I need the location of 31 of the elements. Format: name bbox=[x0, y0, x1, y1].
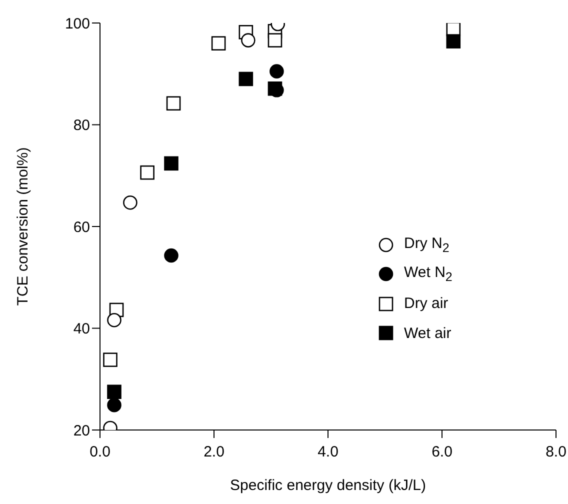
point bbox=[211, 36, 226, 50]
y-tick-label: 20 bbox=[73, 422, 90, 440]
x-tick-label: 8.0 bbox=[546, 444, 566, 461]
legend-label: Wet N$_{2}$ bbox=[404, 264, 452, 284]
point bbox=[166, 96, 181, 111]
x-tick-label: 4.0 bbox=[318, 444, 338, 461]
point bbox=[241, 33, 256, 48]
point bbox=[123, 195, 138, 210]
point bbox=[107, 312, 122, 328]
point bbox=[270, 64, 284, 78]
point bbox=[103, 352, 118, 367]
y-axis-title: TCE conversion (mol%) bbox=[14, 147, 32, 306]
point bbox=[140, 165, 154, 180]
legend-label: Dry air bbox=[404, 295, 448, 312]
point bbox=[446, 34, 461, 48]
y-tick-label: 40 bbox=[73, 320, 90, 338]
point bbox=[238, 72, 254, 86]
point bbox=[164, 156, 178, 171]
x-axis-title: Specific energy density (kJ/L) bbox=[230, 477, 426, 494]
y-tick-label: 100 bbox=[64, 15, 90, 32]
point bbox=[107, 398, 122, 412]
legend-label: Dry N$_{2}$ bbox=[404, 234, 450, 255]
point bbox=[107, 384, 122, 399]
y-tick-label: 80 bbox=[73, 117, 90, 134]
y-tick-label: 60 bbox=[73, 218, 90, 236]
x-tick-label: 2.0 bbox=[204, 444, 224, 461]
legend-label: Wet air bbox=[404, 324, 452, 342]
x-tick-label: 0.0 bbox=[90, 444, 110, 461]
point bbox=[164, 248, 178, 263]
point bbox=[268, 33, 282, 48]
x-tick-label: 6.0 bbox=[432, 444, 452, 461]
